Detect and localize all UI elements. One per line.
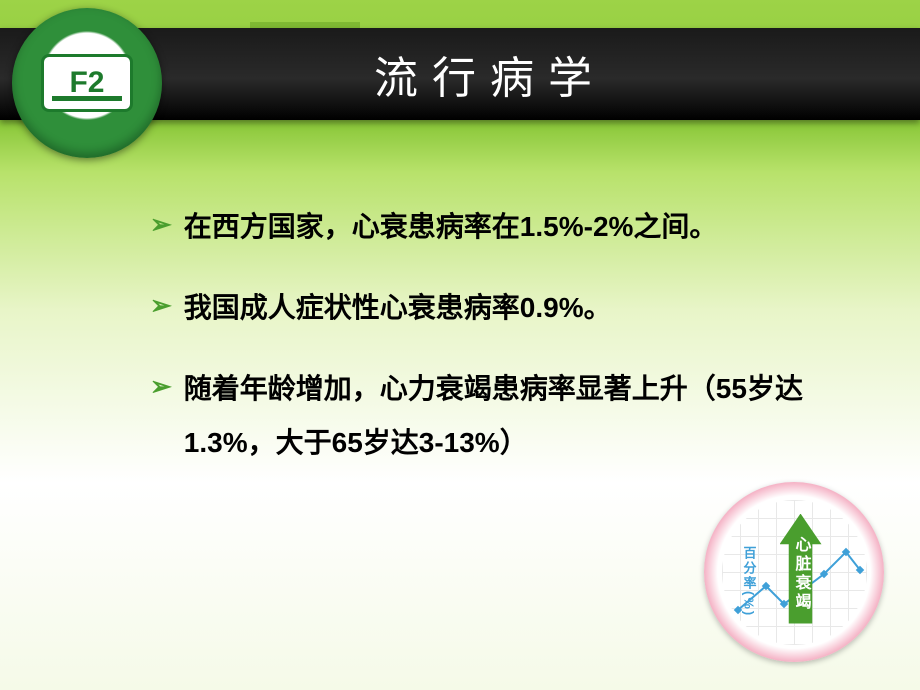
- y-axis-label: 百分率(%): [740, 546, 759, 617]
- chevron-right-icon: ➢: [150, 281, 172, 330]
- bullet-text: 在西方国家，心衰患病率在1.5%-2%之间。: [184, 200, 718, 253]
- bullet-item: ➢ 随着年龄增加，心力衰竭患病率显著上升（55岁达1.3%，大于65岁达3-13…: [150, 362, 860, 468]
- logo-bar: [52, 96, 122, 101]
- logo-mark: F2: [69, 66, 104, 100]
- hospital-logo: F2: [12, 8, 162, 158]
- slide: 流行病学 F2 ➢ 在西方国家，心衰患病率在1.5%-2%之间。 ➢ 我国成人症…: [0, 0, 920, 690]
- bullet-item: ➢ 在西方国家，心衰患病率在1.5%-2%之间。: [150, 200, 860, 253]
- bullet-text: 我国成人症状性心衰患病率0.9%。: [184, 281, 612, 334]
- infographic-inner: 心脏衰竭 百分率(%): [722, 500, 867, 645]
- bullet-item: ➢ 我国成人症状性心衰患病率0.9%。: [150, 281, 860, 334]
- content-area: ➢ 在西方国家，心衰患病率在1.5%-2%之间。 ➢ 我国成人症状性心衰患病率0…: [150, 200, 860, 497]
- arrow-text: 心脏衰竭: [789, 536, 813, 612]
- chevron-right-icon: ➢: [150, 200, 172, 249]
- corner-infographic: 心脏衰竭 百分率(%): [704, 482, 884, 662]
- logo-inner: F2: [41, 54, 133, 112]
- bullet-text: 随着年龄增加，心力衰竭患病率显著上升（55岁达1.3%，大于65岁达3-13%）: [184, 362, 860, 468]
- slide-title: 流行病学: [374, 42, 606, 106]
- chevron-right-icon: ➢: [150, 362, 172, 411]
- logo-ring: F2: [12, 8, 162, 158]
